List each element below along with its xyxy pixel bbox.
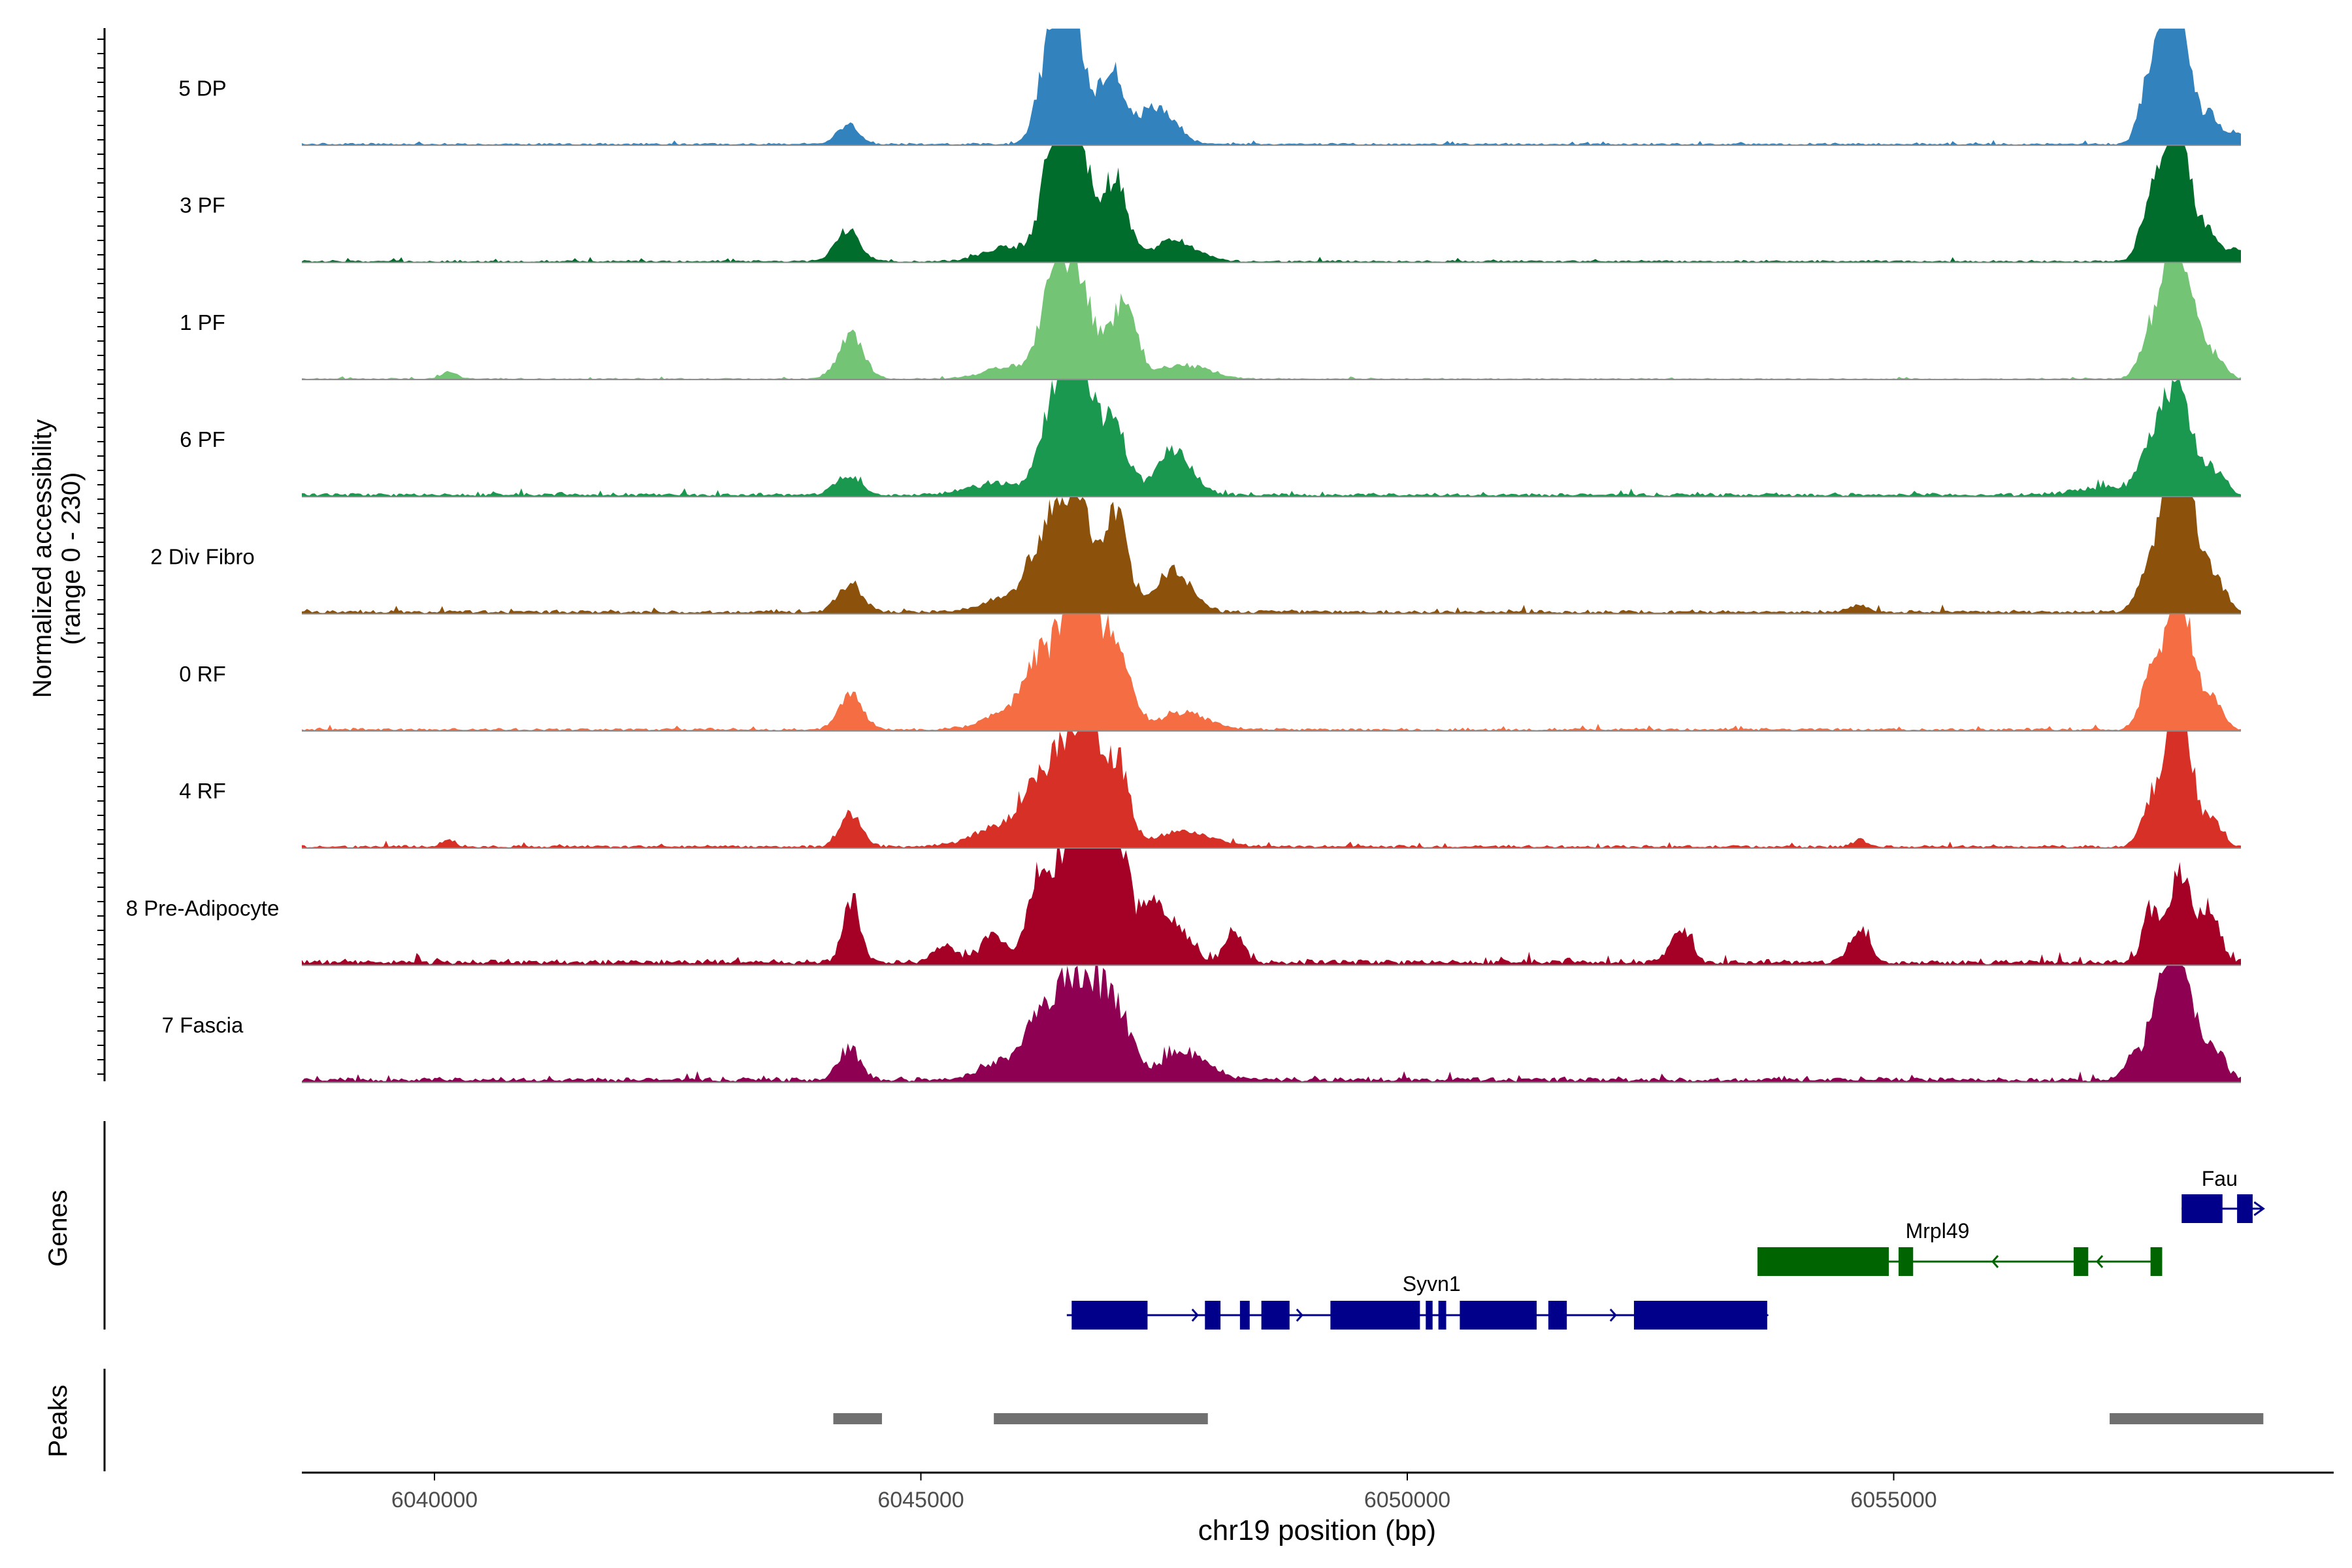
y-axis-title-line1: Normalized accessibility [28,419,57,698]
gene-exon [1548,1301,1567,1330]
track-label: 7 Fascia [162,1013,244,1037]
coverage-tracks: 5 DP 3 PF 1 PF 6 PF 2 Div Fibro 0 RF 4 RF 8 Pre… [126,28,2241,1083]
coverage-area [302,614,2241,731]
gene-label: Mrpl49 [1906,1219,1970,1243]
track-label: 6 PF [180,427,225,451]
peak-bar [2110,1413,2264,1424]
track-5: 2 Div Fibro [150,497,2241,615]
gene-exon [2073,1247,2089,1276]
peaks-panel-label: Peaks [44,1384,73,1457]
x-tick-label: 6050000 [1364,1488,1450,1512]
gene-exon [1460,1301,1537,1330]
strand-arrow [1991,1255,1999,1268]
strand-arrow [2253,1201,2265,1217]
gene-exon [1633,1301,1767,1330]
track-2: 3 PF [180,146,2241,263]
track-9: 7 Fascia [162,966,2241,1083]
x-tick-label: 6045000 [877,1488,964,1512]
gene-exon [1205,1301,1221,1330]
coverage-area [302,263,2241,380]
track-label: 5 DP [178,76,226,100]
coverage-area [302,966,2241,1083]
track-6: 0 RF [179,614,2241,732]
track-label: 2 Div Fibro [150,545,255,569]
gene-exon [1898,1247,1914,1276]
coverage-area [302,28,2241,146]
x-axis-title: chr19 position (bp) [1198,1514,1436,1546]
y-axis-ticks [97,39,105,1075]
gene-exon [2237,1194,2253,1223]
peak-regions [833,1413,2264,1424]
x-tick-label: 6040000 [391,1488,478,1512]
x-tick-label: 6055000 [1850,1488,1936,1512]
gene-fau: Fau [2181,1167,2265,1223]
track-label: 0 RF [179,662,226,686]
gene-annotations: Fau Mrpl49 Syvn1 [1066,1167,2265,1330]
track-label: 4 RF [179,779,226,803]
track-4: 6 PF [180,380,2241,498]
y-axis-title-line2: (range 0 - 230) [57,472,86,645]
gene-label: Syvn1 [1403,1272,1461,1296]
gene-exon [1426,1301,1433,1330]
coverage-area [302,380,2241,497]
peak-bar [833,1413,882,1424]
track-label: 8 Pre-Adipocyte [126,896,280,920]
track-1: 5 DP [178,28,2241,146]
gene-exon [1071,1301,1148,1330]
genes-panel-label: Genes [44,1190,73,1267]
gene-exon [1239,1301,1250,1330]
coverage-area [302,146,2241,263]
gene-exon [1757,1247,1889,1276]
coverage-area [302,848,2241,966]
gene-exon [2150,1247,2163,1276]
track-3: 1 PF [180,263,2241,380]
strand-arrow [1296,1309,1303,1322]
coverage-area [302,731,2241,849]
gene-exon [2181,1194,2223,1223]
strand-arrow [1191,1309,1199,1322]
strand-arrow [2096,1255,2104,1268]
gene-mrpl49: Mrpl49 [1757,1219,2163,1276]
track-label: 1 PF [180,310,225,335]
gene-exon [1330,1301,1420,1330]
peak-bar [994,1413,1208,1424]
track-label: 3 PF [180,193,225,218]
gene-label: Fau [2202,1167,2238,1190]
gene-exon [1438,1301,1446,1330]
track-7: 4 RF [179,731,2241,849]
gene-exon [1261,1301,1290,1330]
y-axis-title: Normalized accessibility (range 0 - 230) [28,419,86,698]
strand-arrow [1609,1309,1617,1322]
gene-syvn1: Syvn1 [1066,1272,1769,1330]
x-axis-ticks: 6040000 6045000 6050000 6055000 [391,1473,1937,1512]
coverage-area [302,497,2241,614]
track-8: 8 Pre-Adipocyte [126,848,2241,966]
